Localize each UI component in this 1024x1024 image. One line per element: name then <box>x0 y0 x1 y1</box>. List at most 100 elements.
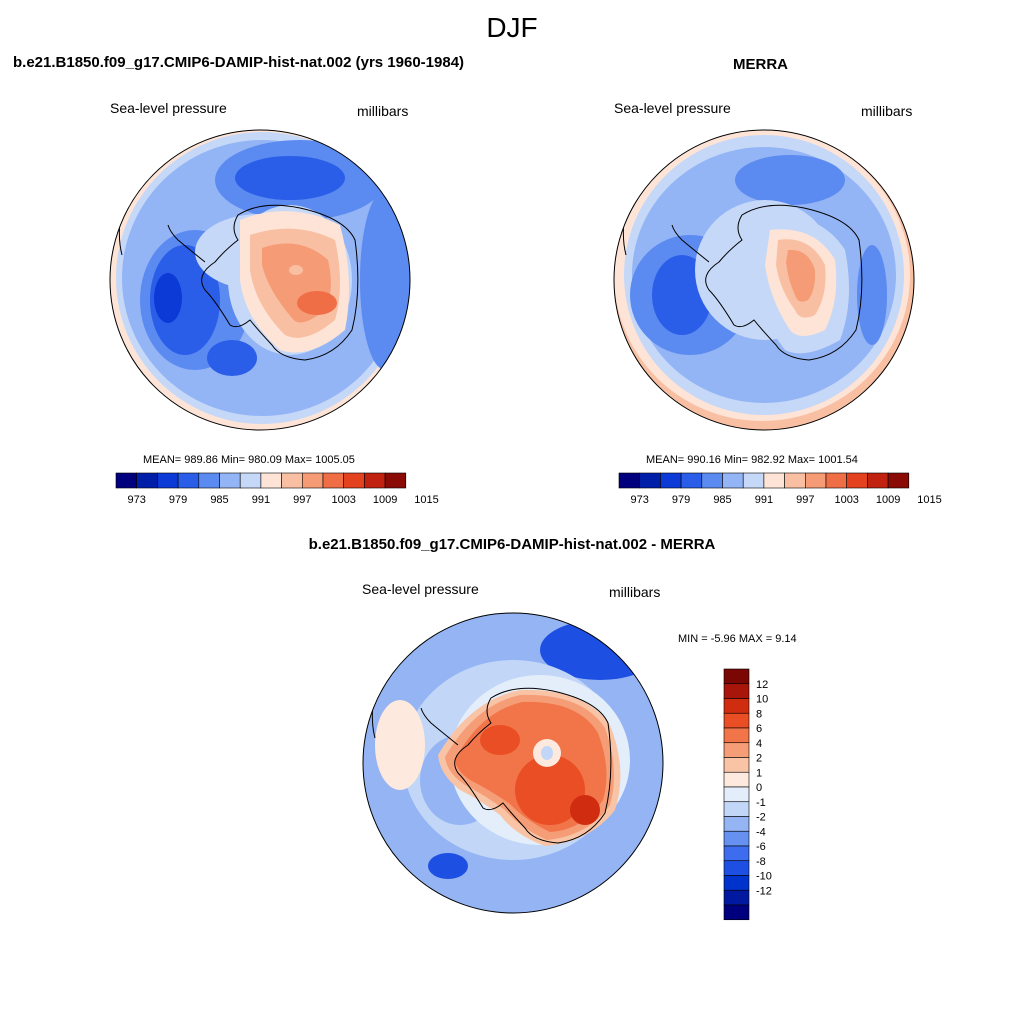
colorbar-box <box>701 472 723 489</box>
southwest-negative-core <box>428 853 468 879</box>
colorbar-box <box>723 875 750 891</box>
colorbar-box <box>136 472 158 489</box>
colorbar-box <box>825 472 848 489</box>
colorbar-tick-label: 2 <box>756 753 762 765</box>
antarctica-coastline <box>201 204 359 361</box>
obs-panel-title: MERRA <box>733 56 788 73</box>
model-polar-map <box>110 130 410 430</box>
east-low-band <box>360 190 410 370</box>
colorbar-box <box>322 472 345 489</box>
colorbar-box <box>639 472 661 489</box>
diff-units-label: millibars <box>609 584 661 600</box>
colorbar-tick-label: -12 <box>756 885 772 897</box>
colorbar-tick-label: 1003 <box>331 494 355 506</box>
obs-stats: MEAN= 990.16 Min= 982.92 Max= 1001.54 <box>646 454 858 466</box>
southwest-low-core <box>207 340 257 376</box>
colorbar-tick-label: -10 <box>756 871 772 883</box>
colorbar-box <box>198 472 220 489</box>
obs-variable-label: Sea-level pressure <box>614 100 731 116</box>
colorbar-tick-label: 985 <box>210 494 228 506</box>
west-low-core <box>150 245 220 355</box>
colorbar-box <box>784 472 806 489</box>
obs-map-border <box>613 129 915 431</box>
north-low-band <box>735 155 845 205</box>
figure-title: DJF <box>486 12 538 43</box>
colorbar-tick-label: -2 <box>756 812 766 824</box>
colorbar-tick-label: 991 <box>252 494 270 506</box>
colorbar-box <box>239 472 262 489</box>
colorbar-box <box>723 845 750 862</box>
colorbar-box <box>723 830 750 847</box>
colorbar-box <box>680 472 703 489</box>
diff-polar-map <box>363 613 663 913</box>
antarctica-coastline <box>705 204 863 361</box>
colorbar-box <box>115 472 138 489</box>
colorbar-tick-label: 1009 <box>876 494 900 506</box>
model-variable-label: Sea-level pressure <box>110 100 227 116</box>
colorbar-tick-label: 4 <box>756 738 762 750</box>
colorbar-tick-label: 997 <box>796 494 814 506</box>
colorbar-box <box>804 472 827 489</box>
colorbar-box <box>384 472 407 489</box>
colorbar-tick-label: 8 <box>756 708 762 720</box>
colorbar-tick-label: 985 <box>713 494 731 506</box>
plateau-high-core <box>297 291 337 315</box>
model-colorbar: 973 979 985 991 997 1003 1009 1015 <box>115 472 439 506</box>
colorbar-tick-label: 973 <box>128 494 146 506</box>
colorbar-tick-label: 1 <box>756 767 762 779</box>
colorbar-tick-label: 991 <box>755 494 773 506</box>
colorbar-tick-label: 973 <box>631 494 649 506</box>
plateau-dip <box>289 265 303 275</box>
colorbar-box <box>723 786 750 803</box>
colorbar-box <box>723 816 750 832</box>
colorbar-box <box>723 683 750 699</box>
colorbar-tick-label: 12 <box>756 679 768 691</box>
peninsula-coastline <box>671 224 710 263</box>
colorbar-box <box>763 472 785 489</box>
colorbar-box <box>219 472 241 489</box>
colorbar-box <box>660 472 682 489</box>
colorbar-box <box>281 472 303 489</box>
colorbar-box <box>723 668 750 685</box>
colorbar-tick-label: 979 <box>169 494 187 506</box>
model-units-label: millibars <box>357 103 409 119</box>
colorbar-tick-label: 1015 <box>414 494 438 506</box>
model-stats: MEAN= 989.86 Min= 980.09 Max= 1005.05 <box>143 454 355 466</box>
colorbar-box <box>723 727 750 744</box>
north-low-core <box>235 156 345 200</box>
colorbar-tick-label: 10 <box>756 694 768 706</box>
colorbar-tick-label: -6 <box>756 841 766 853</box>
west-near-zero <box>375 700 425 790</box>
colorbar-tick-label: 1003 <box>834 494 858 506</box>
plateau-band-3 <box>786 249 816 302</box>
diff-map-border <box>362 612 664 914</box>
colorbar-box <box>343 472 365 489</box>
antarctica-coastline <box>454 687 612 844</box>
colorbar-box <box>742 472 765 489</box>
colorbar-tick-label: 0 <box>756 782 762 794</box>
colorbar-box <box>157 472 179 489</box>
colorbar-box <box>260 472 282 489</box>
model-panel-title: b.e21.B1850.f09_g17.CMIP6-DAMIP-hist-nat… <box>13 54 465 71</box>
colorbar-box <box>867 472 889 489</box>
continent-positive-4 <box>515 755 585 825</box>
colorbar-box <box>364 472 386 489</box>
colorbar-box <box>723 771 750 788</box>
obs-polar-map <box>614 130 914 430</box>
continent-positive-5 <box>480 725 520 755</box>
colorbar-tick-label: -8 <box>756 856 766 868</box>
diff-stats: MIN = -5.96 MAX = 9.14 <box>678 633 797 645</box>
colorbar-tick-label: -4 <box>756 826 766 838</box>
east-low-band <box>857 245 887 345</box>
colorbar-tick-label: -1 <box>756 797 766 809</box>
peninsula-coastline <box>420 707 459 746</box>
colorbar-box <box>723 904 750 921</box>
obs-units-label: millibars <box>861 103 913 119</box>
peninsula-coastline <box>167 224 206 263</box>
obs-colorbar: 973 979 985 991 997 1003 1009 1015 <box>618 472 942 506</box>
plateau-negative-spot <box>541 746 553 760</box>
continent-positive-6 <box>570 795 600 825</box>
west-low-center <box>154 273 182 323</box>
